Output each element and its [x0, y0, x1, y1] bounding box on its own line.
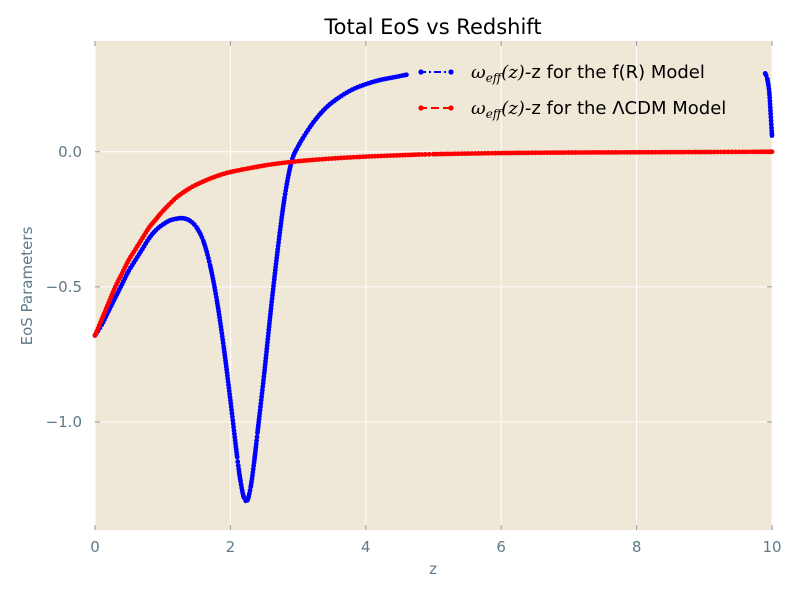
- legend-entry-fr: ωeff(z)-z for the f(R) Model: [418, 62, 705, 85]
- data-point: [732, 149, 738, 155]
- data-point: [479, 150, 485, 156]
- legend-marker-lcdm-start: [418, 105, 424, 111]
- data-point: [768, 118, 774, 124]
- series-0: [92, 71, 775, 504]
- data-point: [254, 438, 259, 444]
- legend-label-fr: ωeff(z)-z for the f(R) Model: [471, 62, 705, 85]
- tick-marks: [94, 41, 773, 530]
- legend-label-lcdm: ωeff(z)-z for the ΛCDM Model: [471, 98, 726, 121]
- x-tick-label: 2: [226, 538, 236, 556]
- y-tick-label: 0.0: [58, 143, 82, 161]
- plot-area: [95, 41, 772, 530]
- legend-marker-fr-end: [448, 69, 454, 75]
- x-tick-label: 8: [632, 538, 642, 556]
- data-point: [708, 149, 714, 155]
- data-point: [235, 459, 241, 465]
- data-point: [725, 149, 731, 155]
- data-point: [718, 149, 724, 155]
- data-point: [426, 151, 432, 157]
- y-tick-label: −1.0: [46, 413, 82, 431]
- data-point: [247, 488, 253, 493]
- chart-title: Total EoS vs Redshift: [323, 15, 541, 39]
- data-point: [715, 149, 720, 155]
- data-point: [234, 454, 240, 460]
- data-point: [466, 151, 471, 156]
- data-point: [254, 434, 260, 440]
- legend: ωeff(z)-z for the f(R) Model ωeff(z)-z f…: [418, 62, 726, 121]
- data-point: [711, 149, 717, 155]
- series-layer: [92, 71, 775, 504]
- data-point: [768, 121, 774, 127]
- data-point: [282, 195, 287, 201]
- y-axis-label: EoS Parameters: [18, 226, 36, 345]
- data-point: [476, 151, 481, 156]
- data-point: [469, 151, 475, 156]
- y-tick-labels: −1.0 −0.5 0.0: [46, 143, 82, 431]
- data-point: [422, 151, 428, 157]
- data-point: [206, 259, 212, 265]
- legend-entry-lcdm: ωeff(z)-z for the ΛCDM Model: [418, 98, 726, 121]
- data-point: [722, 149, 727, 155]
- x-tick-label: 4: [361, 538, 371, 556]
- data-point: [768, 114, 774, 120]
- series-1: [92, 149, 775, 338]
- legend-marker-fr-start: [418, 69, 424, 75]
- x-tick-label: 10: [762, 538, 781, 556]
- x-tick-labels: 0 2 4 6 8 10: [90, 538, 781, 556]
- data-point: [743, 149, 749, 155]
- legend-marker-lcdm-end: [448, 105, 454, 111]
- data-point: [404, 72, 409, 78]
- data-point: [739, 149, 745, 155]
- x-tick-label: 6: [496, 538, 506, 556]
- y-tick-label: −0.5: [46, 278, 82, 296]
- x-tick-label: 0: [90, 538, 100, 556]
- data-point: [729, 149, 735, 155]
- data-point: [419, 152, 425, 157]
- data-point: [736, 149, 742, 155]
- data-point: [769, 133, 775, 138]
- x-axis-label: z: [429, 560, 437, 578]
- data-point: [769, 149, 775, 155]
- data-point: [472, 151, 478, 156]
